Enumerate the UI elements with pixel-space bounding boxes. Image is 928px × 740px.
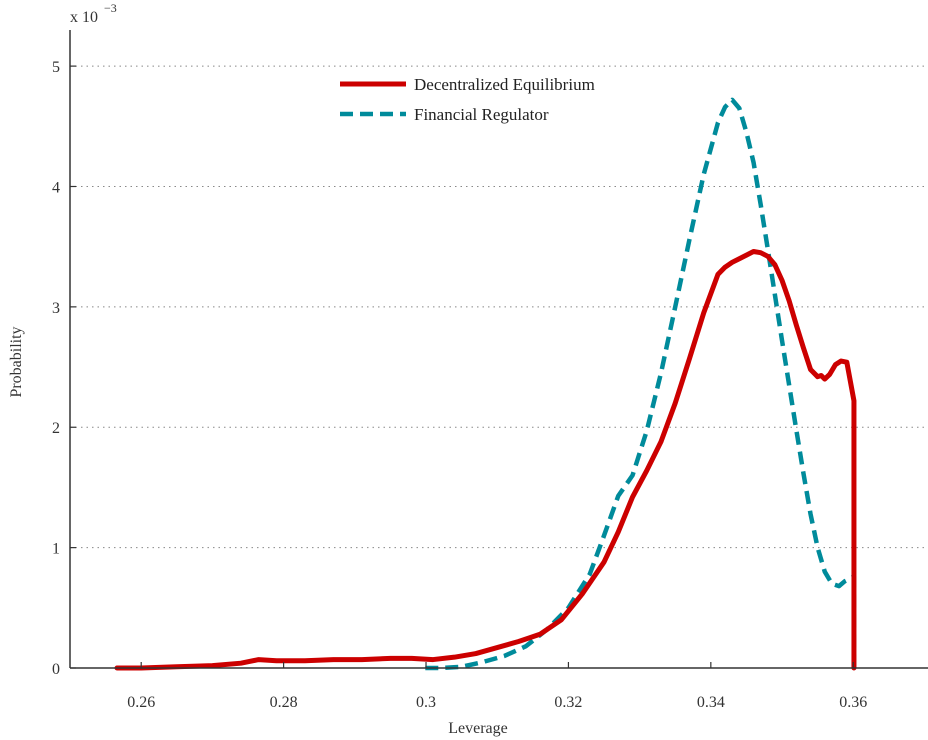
y-tick-label: 5 bbox=[52, 59, 60, 76]
legend: Decentralized Equilibrium Financial Regu… bbox=[340, 75, 595, 124]
legend-label-regulator: Financial Regulator bbox=[414, 105, 549, 124]
axes bbox=[69, 30, 928, 669]
series-line-decentralized-equilibrium bbox=[114, 248, 857, 671]
y-axis-label: Probability bbox=[8, 326, 25, 397]
x-tick-label: 0.28 bbox=[270, 694, 298, 711]
x-tick-label: 0.26 bbox=[127, 694, 155, 711]
series-lines bbox=[114, 97, 857, 671]
x-tick-label: 0.34 bbox=[697, 694, 725, 711]
y-tick-label: 4 bbox=[52, 179, 60, 196]
y-tick-label: 0 bbox=[52, 661, 60, 678]
y-tick-label: 3 bbox=[52, 300, 60, 317]
grid bbox=[70, 65, 928, 549]
y-tick-label: 1 bbox=[52, 541, 60, 558]
x-tick-label: 0.32 bbox=[554, 694, 582, 711]
x-axis-label: Leverage bbox=[448, 720, 508, 737]
y-multiplier-exponent: −3 bbox=[104, 1, 117, 15]
legend-label-decentralized: Decentralized Equilibrium bbox=[414, 75, 595, 94]
y-tick-label: 2 bbox=[52, 420, 60, 437]
ticks: 0 1 2 3 4 5 0.26 0.28 0.3 0.32 0.34 0.36 bbox=[52, 59, 867, 711]
y-multiplier: x 10 −3 bbox=[70, 1, 117, 26]
series-line-financial-regulator bbox=[425, 97, 857, 671]
x-tick-label: 0.36 bbox=[839, 694, 867, 711]
y-multiplier-label: x 10 bbox=[70, 9, 98, 26]
x-tick-label: 0.3 bbox=[416, 694, 436, 711]
